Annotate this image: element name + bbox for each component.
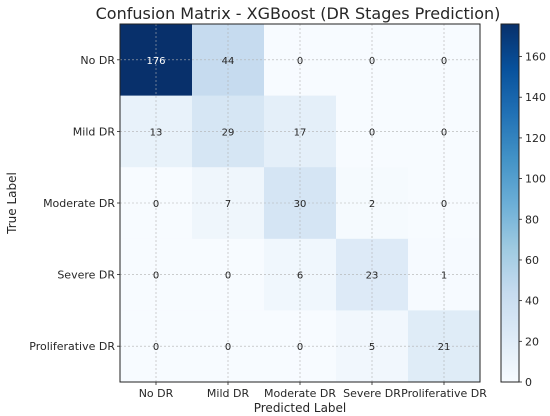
cell-value-label: 17 bbox=[294, 127, 307, 138]
x-tick-label: Severe DR bbox=[343, 387, 401, 400]
cell-value-label: 44 bbox=[222, 56, 235, 67]
x-tick-label: Proliferative DR bbox=[401, 387, 487, 400]
cell-value-label: 7 bbox=[225, 199, 231, 210]
cell-value-label: 0 bbox=[153, 199, 159, 210]
cell-value-label: 6 bbox=[297, 271, 303, 282]
cell-value-label: 0 bbox=[153, 271, 159, 282]
x-axis-ticks: No DR Mild DR Moderate DR Severe DR Prolifer… bbox=[139, 382, 487, 400]
cell-value-label: 0 bbox=[153, 342, 159, 353]
cell-value-label: 13 bbox=[150, 127, 163, 138]
y-tick-label: Moderate DR bbox=[43, 197, 115, 210]
cell-value-label: 5 bbox=[369, 342, 375, 353]
y-tick-label: No DR bbox=[80, 54, 115, 67]
colorbar-ticks: 0 20 40 60 80 100 120 140 160 bbox=[519, 51, 546, 389]
cell-value-label: 0 bbox=[297, 56, 303, 67]
cell-value-label: 0 bbox=[369, 127, 375, 138]
colorbar-tick-label: 0 bbox=[525, 376, 532, 389]
cell-value-label: 29 bbox=[222, 127, 235, 138]
colorbar-tick-label: 140 bbox=[525, 91, 546, 104]
colorbar-tick-label: 80 bbox=[525, 213, 539, 226]
cell-value-label: 2 bbox=[369, 199, 375, 210]
x-tick-label: Moderate DR bbox=[264, 387, 336, 400]
colorbar bbox=[500, 23, 520, 383]
grid-lines bbox=[120, 24, 480, 382]
colorbar-tick-label: 120 bbox=[525, 132, 546, 145]
y-tick-label: Severe DR bbox=[57, 269, 115, 282]
cell-value-label: 0 bbox=[369, 56, 375, 67]
cell-value-label: 0 bbox=[441, 127, 447, 138]
y-tick-label: Proliferative DR bbox=[29, 340, 115, 353]
y-axis-ticks: No DR Mild DR Moderate DR Severe DR Prolifer… bbox=[29, 54, 120, 353]
colorbar-tick-label: 60 bbox=[525, 254, 539, 267]
colorbar-tick-label: 160 bbox=[525, 51, 546, 64]
cell-value-label: 176 bbox=[146, 56, 165, 67]
x-axis-label: Predicted Label bbox=[254, 401, 347, 415]
x-tick-label: No DR bbox=[139, 387, 174, 400]
chart-title: Confusion Matrix - XGBoost (DR Stages Pr… bbox=[96, 4, 501, 23]
cell-value-label: 0 bbox=[225, 342, 231, 353]
cell-value-label: 23 bbox=[366, 271, 379, 282]
cell-value-label: 0 bbox=[297, 342, 303, 353]
y-tick-label: Mild DR bbox=[73, 125, 116, 138]
x-tick-label: Mild DR bbox=[207, 387, 250, 400]
colorbar-tick-label: 100 bbox=[525, 173, 546, 186]
cell-value-label: 0 bbox=[225, 271, 231, 282]
colorbar-tick-label: 40 bbox=[525, 295, 539, 308]
colorbar-tick-label: 20 bbox=[525, 335, 539, 348]
cell-value-label: 1 bbox=[441, 271, 447, 282]
cell-value-labels: 176 44 0 0 0 13 29 17 0 0 0 7 30 2 0 0 0 6 23 1 0 0 0 5 21 bbox=[146, 56, 450, 353]
cell-value-label: 0 bbox=[441, 199, 447, 210]
cell-value-label: 21 bbox=[438, 342, 451, 353]
y-axis-label: True Label bbox=[5, 172, 19, 235]
cell-value-label: 30 bbox=[294, 199, 307, 210]
cell-value-label: 0 bbox=[441, 56, 447, 67]
